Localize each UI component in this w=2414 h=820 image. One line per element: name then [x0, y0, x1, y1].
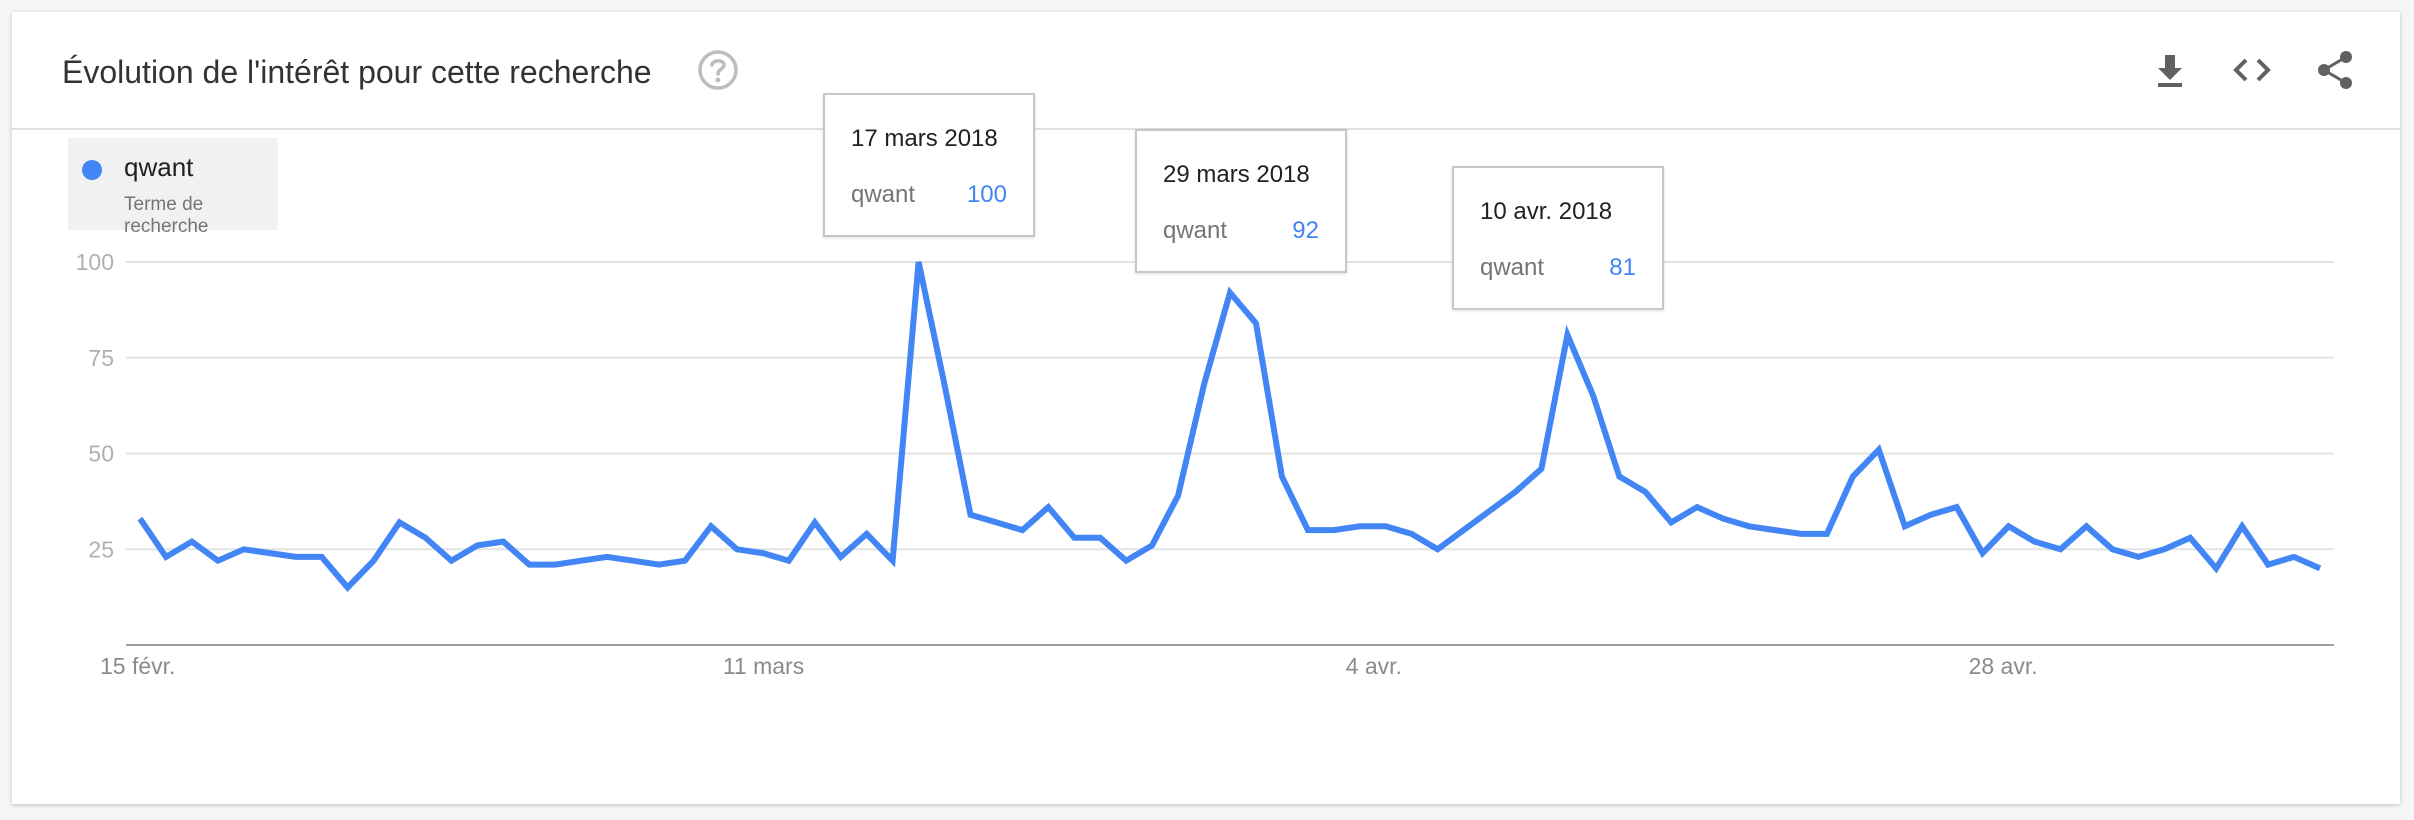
embed-icon[interactable]	[2230, 48, 2274, 92]
tooltip-date: 17 mars 2018	[851, 125, 998, 152]
legend-subtitle: Terme de recherche	[124, 194, 209, 237]
x-tick-label: 28 avr.	[1969, 653, 2038, 679]
tooltip-value: 100	[966, 181, 1007, 208]
tooltip-value: 81	[1609, 254, 1636, 281]
y-tick-label: 75	[88, 345, 114, 371]
help-icon[interactable]	[696, 48, 740, 92]
legend-term: qwant	[124, 152, 194, 182]
tooltip-series-name: qwant	[1163, 217, 1228, 244]
y-tick-label: 25	[88, 536, 114, 562]
x-tick-label: 15 févr.	[100, 653, 175, 679]
download-icon[interactable]	[2148, 48, 2192, 92]
y-tick-label: 100	[76, 249, 114, 275]
tooltip-series-name: qwant	[1480, 254, 1545, 281]
legend[interactable]: qwant Terme de recherche	[68, 138, 278, 237]
chart-title: Évolution de l'intérêt pour cette recher…	[62, 54, 652, 90]
y-tick-label: 50	[88, 441, 114, 467]
share-icon[interactable]	[2314, 48, 2358, 92]
series-line-qwant	[137, 261, 2322, 592]
x-tick-label: 4 avr.	[1346, 653, 1402, 679]
tooltip-date: 10 avr. 2018	[1480, 198, 1613, 225]
chart-card: Évolution de l'intérêt pour cette recher…	[12, 12, 2400, 804]
series-color-dot	[82, 160, 102, 180]
tooltip-series-name: qwant	[851, 181, 916, 208]
x-tick-label: 11 mars	[723, 653, 804, 679]
tooltip-peak-1: 17 mars 2018 qwant 100	[823, 93, 1035, 237]
tooltip-date: 29 mars 2018	[1163, 161, 1310, 188]
tooltip-peak-2: 29 mars 2018 qwant 92	[1135, 129, 1347, 273]
tooltip-peak-3: 10 avr. 2018 qwant 81	[1452, 166, 1664, 310]
tooltip-value: 92	[1292, 217, 1319, 244]
